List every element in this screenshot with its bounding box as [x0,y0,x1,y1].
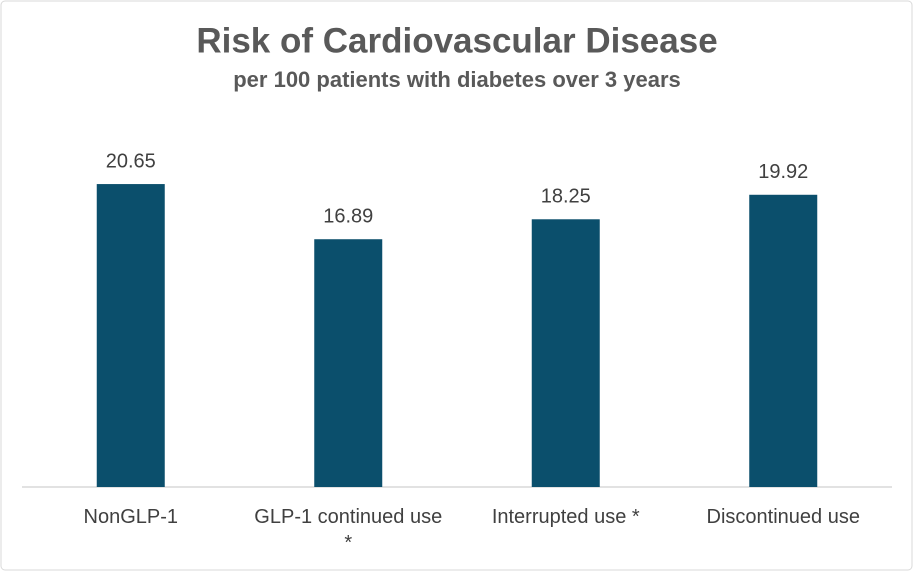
x-tick-label-box: GLP-1 continued use * [254,506,443,554]
x-tick-label: NonGLP-1 [83,506,179,528]
value-label: 18.25 [541,186,591,208]
x-tick-label-box: Discontinued use [706,506,860,528]
bar [749,194,818,487]
x-tick-label: GLP-1 continued use * [254,506,443,554]
value-label: 20.65 [106,150,156,172]
x-tick-label-box: NonGLP-1 [83,506,179,528]
x-tick-label: Interrupted use * [491,506,640,528]
x-tick-label-box: Interrupted use * [491,506,640,528]
chart-title: Risk of Cardiovascular Disease [196,21,717,60]
bar [314,239,383,487]
bar [531,219,600,487]
x-tick-label: Discontinued use [706,506,860,528]
value-label: 19.92 [758,161,808,183]
chart-subtitle: per 100 patients with diabetes over 3 ye… [233,67,681,92]
value-label: 16.89 [323,206,373,228]
bar [96,184,165,487]
